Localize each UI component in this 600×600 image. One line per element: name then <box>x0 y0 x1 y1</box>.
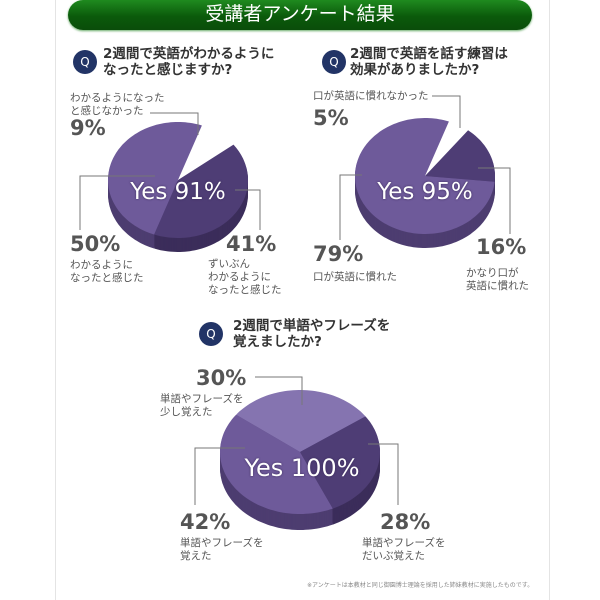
question-line: 2週間で英語を話す練習は <box>350 46 508 62</box>
question-line: 2週間で英語がわかるように <box>103 46 275 62</box>
pie-slice <box>425 130 495 182</box>
slice-label: 単語やフレーズを 少し覚えた <box>160 393 243 419</box>
slice-percent: 28% <box>380 510 431 534</box>
label-line: わかるように <box>70 259 133 271</box>
question-3: 2週間で単語やフレーズを 覚えましたか? <box>233 318 390 350</box>
label-line: と感じなかった <box>70 105 144 117</box>
label-line: わかるようになった <box>70 92 165 104</box>
question-2: 2週間で英語を話す練習は 効果がありましたか? <box>350 46 508 78</box>
slice-label: 単語やフレーズを 覚えた <box>180 537 263 563</box>
leader-line <box>339 174 362 240</box>
pie-slice <box>236 390 366 452</box>
label-line: わかるように <box>208 271 271 283</box>
slice-percent: 16% <box>476 235 527 259</box>
question-badge: Q <box>73 50 97 74</box>
leader-line <box>255 376 303 405</box>
label-line: 単語やフレーズを <box>180 537 264 549</box>
slice-label: 口が英語に慣れた <box>313 271 397 283</box>
leader-line <box>150 112 199 135</box>
content-card <box>55 0 550 600</box>
leader-line <box>194 447 245 505</box>
label-line: 単語やフレーズを <box>160 393 244 405</box>
label-line: ずいぶん <box>208 258 250 270</box>
slice-percent: 30% <box>196 366 247 390</box>
footnote: ※アンケートは本教材と同じ御園博士理論を採用した姉妹教材に実施したものです。 <box>307 582 534 589</box>
slice-percent: 41% <box>226 232 277 256</box>
pie-slice <box>300 416 380 509</box>
label-line: 英語に慣れた <box>466 280 529 292</box>
slice-percent: 79% <box>313 242 364 266</box>
label-line: 覚えた <box>180 550 212 562</box>
slice-label: わかるように なったと感じた <box>70 259 144 285</box>
label-line: なったと感じた <box>208 284 282 296</box>
leader-line <box>368 443 399 505</box>
pie-slice <box>176 124 235 182</box>
question-line: 効果がありましたか? <box>350 62 480 78</box>
question-line: 2週間で単語やフレーズを <box>233 318 391 334</box>
slice-label: 単語やフレーズを だいぶ覚えた <box>362 537 445 563</box>
slice-label: かなり口が 英語に慣れた <box>466 267 529 293</box>
slice-percent: 9% <box>70 116 106 140</box>
pie-slice <box>220 414 333 514</box>
leader-line <box>79 175 155 230</box>
question-1: 2週間で英語がわかるように なったと感じますか? <box>103 46 274 78</box>
slice-percent: 50% <box>70 232 121 256</box>
center-label: Yes 95% <box>377 179 473 205</box>
label-line: 少し覚えた <box>160 406 213 418</box>
pie-slice <box>154 144 248 238</box>
question-line: なったと感じますか? <box>103 62 233 78</box>
leader-line <box>432 95 461 128</box>
question-line: 覚えましたか? <box>233 334 322 350</box>
label-line: 単語やフレーズを <box>362 537 446 549</box>
label-line: だいぶ覚えた <box>362 550 425 562</box>
center-label: Yes 91% <box>130 179 226 205</box>
slice-percent: 42% <box>180 510 231 534</box>
label-line: かなり口が <box>466 267 519 279</box>
label-line: なったと感じた <box>70 272 144 284</box>
pie-slice <box>424 120 469 177</box>
slice-label: 口が英語に慣れなかった <box>313 90 429 102</box>
question-badge: Q <box>322 50 346 74</box>
slice-label: わかるようになった と感じなかった <box>70 92 165 118</box>
pie-slice <box>108 122 202 235</box>
leader-line <box>235 189 261 230</box>
slice-percent: 5% <box>313 106 349 130</box>
slice-label: ずいぶん わかるように なったと感じた <box>208 258 282 297</box>
leader-line <box>478 167 511 234</box>
question-badge: Q <box>199 322 223 346</box>
title-banner: 受講者アンケート結果 <box>68 0 532 30</box>
pie-slice <box>355 118 495 234</box>
center-label: Yes 100% <box>244 454 360 482</box>
